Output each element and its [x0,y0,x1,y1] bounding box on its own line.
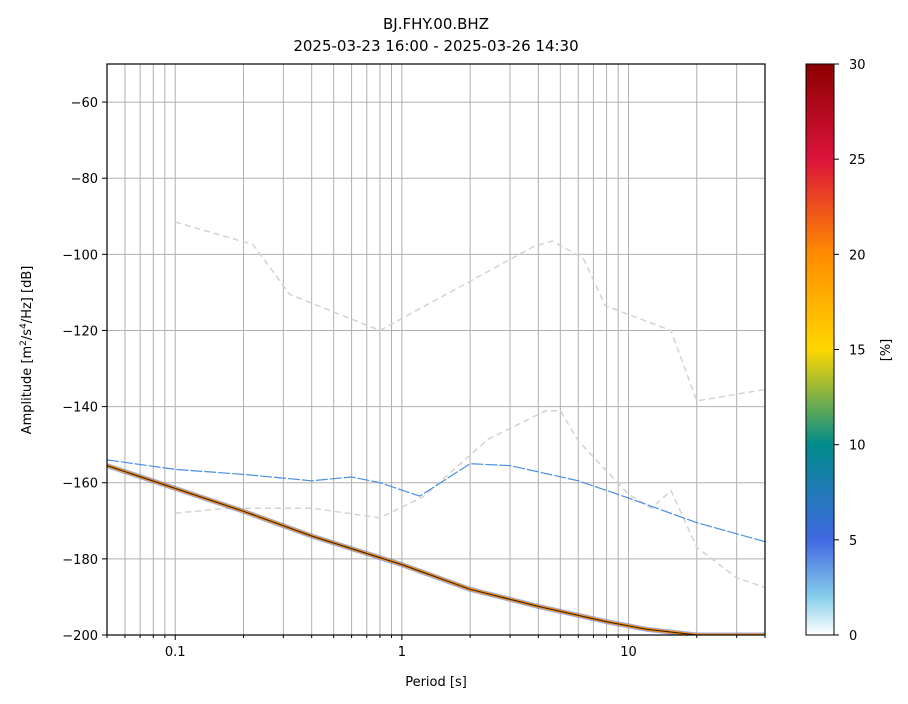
colorbar [805,63,835,636]
x-axis-ticks: 0.1 1 10 [106,635,766,660]
colorbar-label: [%] [879,339,894,362]
y-tick-label: −160 [62,477,98,492]
colorbar-tick-label: 20 [849,248,866,263]
grid [106,64,766,636]
noise-model-low [175,410,765,589]
chart-subtitle: 2025-03-23 16:00 - 2025-03-26 14:30 [293,37,578,55]
y-tick-label: −120 [62,324,98,339]
colorbar-tick-label: 10 [849,439,866,454]
y-tick-label: −80 [71,172,98,187]
x-tick-label: 10 [620,645,637,660]
x-axis-label: Period [s] [405,675,467,690]
colorbar-tick-label: 25 [849,153,866,168]
y-tick-label: −100 [62,248,98,263]
ppsd-secondary-trace [107,459,765,543]
y-axis-label: Amplitude [m2/s4/Hz] [dB] [19,266,35,435]
chart-title: BJ.FHY.00.BHZ [383,15,489,33]
data-layer [107,221,765,635]
ppsd-main-core [107,465,765,635]
x-tick-label: 0.1 [165,645,186,660]
y-tick-label: −180 [62,553,98,568]
y-tick-label: −140 [62,401,98,416]
y-tick-label: −60 [71,96,98,111]
plot-frame [106,63,766,636]
colorbar-tick-label: 5 [849,534,857,549]
colorbar-tick-label: 30 [849,58,866,73]
y-tick-label: −200 [62,629,98,644]
colorbar-ticks: 0 5 10 15 20 25 30 [834,58,866,644]
colorbar-tick-label: 0 [849,629,857,644]
noise-model-high [174,221,765,402]
x-tick-label: 1 [398,645,406,660]
ppsd-main-trace [107,464,765,635]
y-axis-ticks: −60 −80 −100 −120 −140 −160 −180 −200 [62,96,107,644]
ppsd-main-halo [107,463,765,635]
colorbar-tick-label: 15 [849,344,866,359]
